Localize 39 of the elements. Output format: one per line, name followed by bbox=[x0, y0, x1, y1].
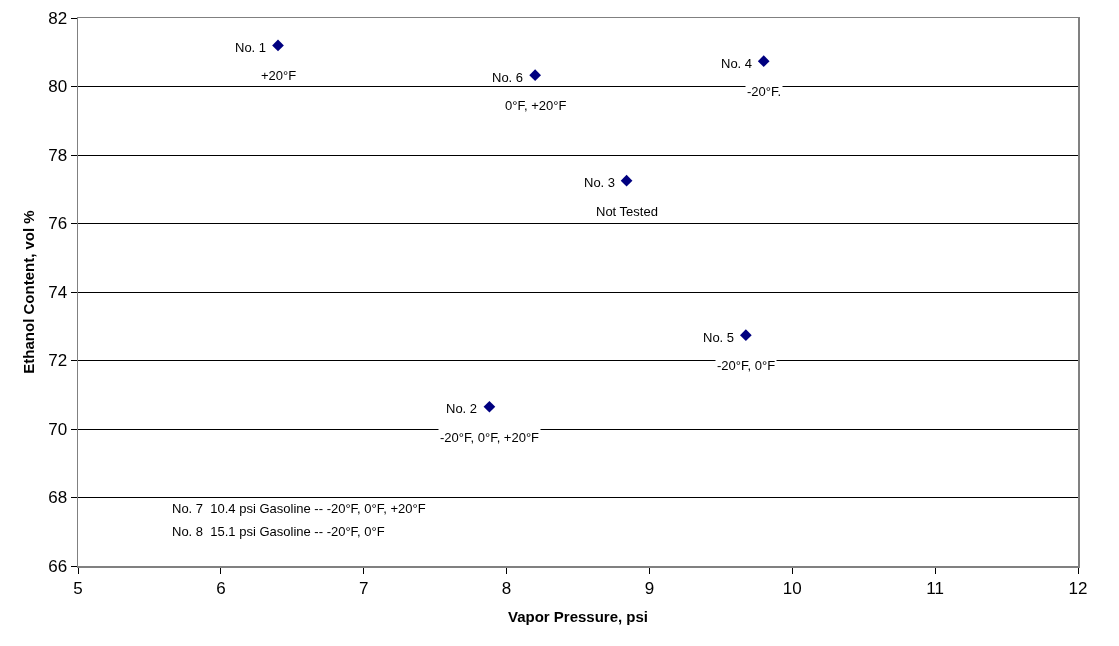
x-tick-label: 11 bbox=[926, 578, 944, 598]
annotation: No. 1 bbox=[235, 40, 267, 55]
y-tick-label: 70 bbox=[48, 419, 68, 439]
annotation: No. 5 bbox=[703, 330, 735, 345]
annotation: -20°F. bbox=[747, 84, 782, 99]
y-tick-label: 80 bbox=[48, 77, 68, 97]
annotation: Not Tested bbox=[596, 204, 658, 219]
x-tick-label: 6 bbox=[216, 578, 226, 598]
annotation: No. 8 15.1 psi Gasoline -- -20°F, 0°F bbox=[172, 524, 385, 539]
y-tick-label: 68 bbox=[48, 488, 68, 508]
annotation: -20°F, 0°F, +20°F bbox=[440, 430, 540, 445]
y-tick-label: 66 bbox=[48, 556, 68, 576]
x-tick-label: 5 bbox=[73, 578, 83, 598]
annotation: No. 7 10.4 psi Gasoline -- -20°F, 0°F, +20°F bbox=[172, 501, 426, 516]
point bbox=[757, 55, 770, 68]
y-tick-label: 74 bbox=[48, 282, 68, 302]
annotation: No. 6 bbox=[492, 70, 524, 85]
annotation: No. 4 bbox=[721, 56, 753, 71]
y-tick-label: 72 bbox=[48, 351, 68, 371]
y-tick-label: 78 bbox=[48, 145, 68, 165]
annotation: +20°F bbox=[261, 68, 297, 83]
x-tick-label: 9 bbox=[644, 578, 655, 598]
point bbox=[483, 400, 496, 413]
annotation: No. 2 bbox=[446, 401, 478, 416]
annotation: 0°F, +20°F bbox=[505, 98, 567, 113]
x-tick-label: 12 bbox=[1068, 578, 1088, 598]
y-tick-label: 82 bbox=[48, 8, 68, 28]
x-tick-label: 8 bbox=[501, 578, 512, 598]
x-tick-label: 7 bbox=[358, 578, 369, 598]
point bbox=[740, 329, 752, 342]
annotation: -20°F, 0°F bbox=[717, 358, 776, 373]
y-tick-label: 76 bbox=[48, 214, 68, 234]
y-axis-title: Ethanol Content, vol % bbox=[19, 210, 37, 374]
x-axis-title: Vapor Pressure, psi bbox=[507, 607, 649, 625]
point bbox=[529, 69, 541, 82]
x-tick-label: 10 bbox=[782, 578, 802, 598]
point bbox=[620, 174, 633, 187]
point bbox=[272, 39, 284, 52]
annotation: No. 3 bbox=[584, 175, 616, 190]
